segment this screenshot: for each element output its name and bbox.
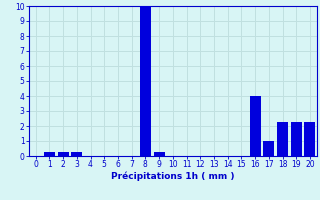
Bar xyxy=(154,152,164,156)
Bar xyxy=(263,141,274,156)
Bar xyxy=(140,6,151,156)
X-axis label: Précipitations 1h ( mm ): Précipitations 1h ( mm ) xyxy=(111,172,235,181)
Bar xyxy=(44,152,55,156)
Bar xyxy=(304,121,316,156)
Bar xyxy=(71,152,82,156)
Bar xyxy=(291,121,302,156)
Bar xyxy=(250,96,260,156)
Bar xyxy=(277,121,288,156)
Bar xyxy=(58,152,68,156)
